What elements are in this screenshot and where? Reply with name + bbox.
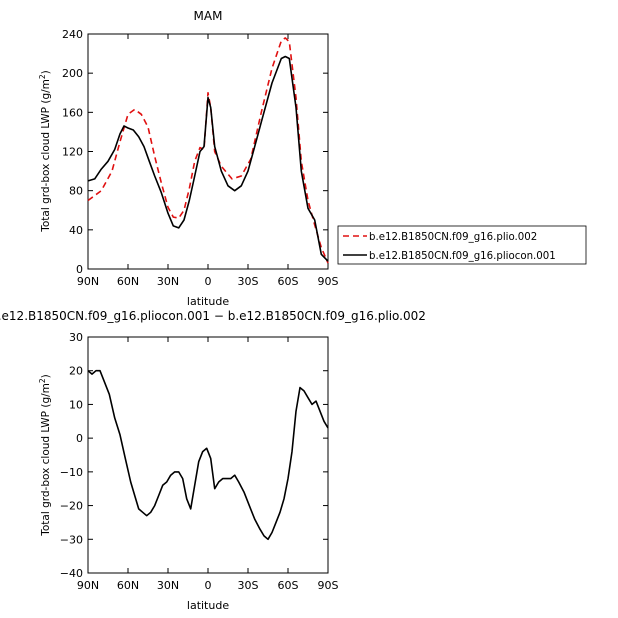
y-tick-label: 0	[76, 263, 83, 276]
y-tick-label: 30	[69, 331, 83, 344]
x-tick-label: 30S	[238, 579, 259, 592]
series-line-2	[87, 55, 329, 262]
x-tick-label: 30N	[157, 275, 179, 288]
legend-label-series-2: b.e12.B1850CN.f09_g16.pliocon.001	[369, 251, 556, 262]
x-tick-label: 60S	[278, 275, 299, 288]
x-tick-label: 60N	[117, 275, 139, 288]
y-tick-label: −10	[60, 466, 83, 479]
y-tick-label: −40	[60, 567, 83, 580]
x-tick-label: 30S	[238, 275, 259, 288]
x-tick-label: 60N	[117, 579, 139, 592]
y-tick-label: 10	[69, 398, 83, 411]
chart-bottom-y-axis: −40 −30 −20 −10 0 10 20 30	[60, 331, 328, 580]
x-tick-label: 0	[205, 579, 212, 592]
x-tick-label: 30N	[157, 579, 179, 592]
x-tick-label: 90N	[77, 275, 99, 288]
chart-bottom-x-axis: 90N 60N 30N 0 30S 60S 90S	[77, 337, 339, 592]
y-tick-label: 40	[69, 224, 83, 237]
chart-top-y-axis-title: Total grd-box cloud LWP (g/m2)	[38, 70, 52, 233]
chart-top-x-axis-title: latitude	[187, 295, 229, 308]
chart-top-series	[87, 37, 329, 264]
chart-bottom-title: b.e12.B1850CN.f09_g16.pliocon.001 − b.e1…	[0, 309, 426, 323]
chart-top-x-axis: 90N 60N 30N 0 30S 60S 90S	[77, 34, 339, 288]
legend-label-series-1: b.e12.B1850CN.f09_g16.plio.002	[369, 232, 537, 243]
y-tick-label: 80	[69, 185, 83, 198]
x-tick-label: 90S	[318, 579, 339, 592]
chart-bottom-y-axis-title: Total grd-box cloud LWP (g/m2)	[38, 374, 52, 537]
chart-top-y-axis: 0 40 80 120 160 200 240	[62, 28, 328, 276]
chart-top: MAM 90N 60N 30N 0 30S 60S 90S 0 40 80 120 160 200 24…	[38, 9, 587, 308]
y-tick-label: 160	[62, 106, 83, 119]
x-tick-label: 90N	[77, 579, 99, 592]
series-line-1	[87, 37, 329, 264]
y-tick-label: 0	[76, 432, 83, 445]
y-tick-label: 240	[62, 28, 83, 41]
chart-bottom: b.e12.B1850CN.f09_g16.pliocon.001 − b.e1…	[0, 309, 426, 612]
chart-bottom-series	[87, 369, 329, 541]
series-line-1	[87, 369, 329, 541]
x-tick-label: 0	[205, 275, 212, 288]
chart-top-title: MAM	[194, 9, 223, 23]
y-tick-label: −30	[60, 533, 83, 546]
y-tick-label: 200	[62, 67, 83, 80]
legend-box	[337, 225, 587, 265]
x-tick-label: 90S	[318, 275, 339, 288]
y-tick-label: −20	[60, 500, 83, 513]
y-tick-label: 120	[62, 146, 83, 159]
chart-top-legend: b.e12.B1850CN.f09_g16.plio.002 b.e12.B18…	[337, 225, 587, 265]
y-tick-label: 20	[69, 365, 83, 378]
x-tick-label: 60S	[278, 579, 299, 592]
chart-bottom-x-axis-title: latitude	[187, 599, 229, 612]
